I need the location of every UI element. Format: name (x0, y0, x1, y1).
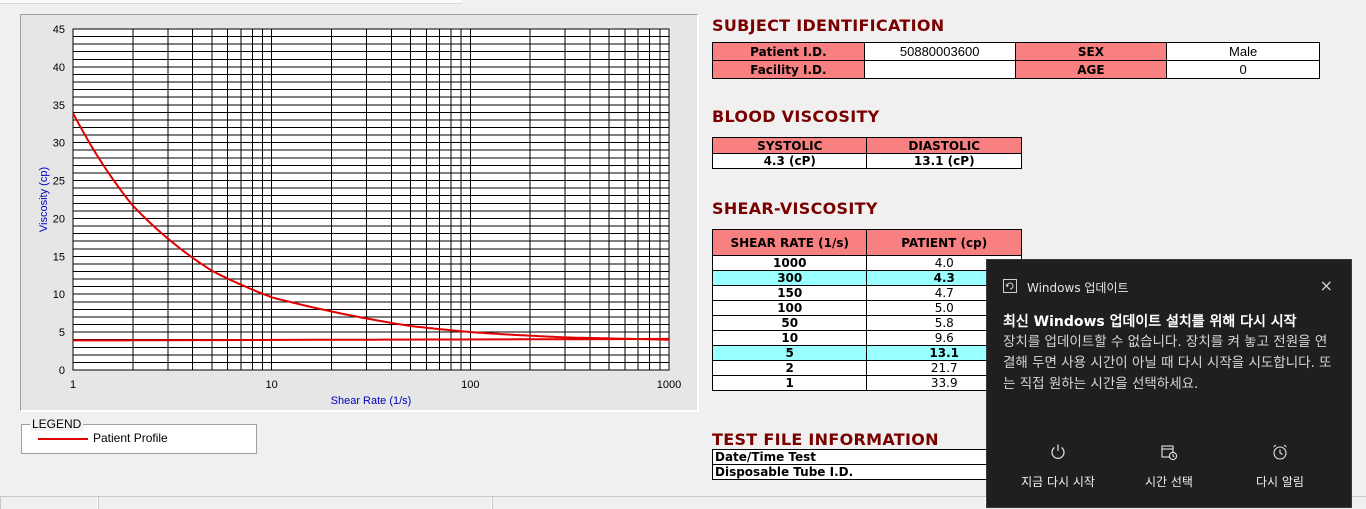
shear-viscosity-title: SHEAR-VISCOSITY (712, 199, 878, 218)
x-tick-label: 1 (70, 379, 76, 391)
patient-cp-cell: 33.9 (866, 375, 1022, 391)
table-row: 2 21.7 (711, 360, 1022, 376)
x-tick-label: 100 (461, 379, 479, 391)
patient-cp-cell: 4.0 (866, 255, 1022, 271)
legend-line-swatch (38, 438, 88, 440)
close-icon[interactable]: × (1319, 276, 1333, 295)
subject-table: Patient I.D. 50880003600 SEX Male Facili… (712, 42, 1320, 79)
x-axis-label: Shear Rate (1/s) (331, 395, 412, 407)
patient-profile-line (72, 112, 670, 341)
pick-time-label: 시간 선택 (1145, 475, 1193, 489)
shear-rate-cell: 100 (711, 300, 868, 316)
table-row: 150 4.7 (711, 285, 1022, 301)
diastolic-value: 13.1 (cP) (866, 153, 1022, 169)
shear-rate-cell: 10 (711, 330, 868, 346)
y-tick-label: 35 (53, 100, 65, 112)
shear-rate-cell: 50 (711, 315, 868, 331)
diastolic-label: DIASTOLIC (866, 137, 1022, 154)
y-tick-label: 25 (53, 176, 65, 188)
y-axis-label: Viscosity (cp) (38, 167, 50, 232)
status-bar-segment (0, 497, 98, 509)
status-bar-segment (98, 497, 492, 509)
patient-cp-cell: 13.1 (866, 345, 1022, 361)
y-tick-label: 30 (53, 138, 65, 150)
restart-now-label: 지금 다시 시작 (1021, 475, 1095, 489)
y-tick-label: 40 (53, 62, 65, 74)
table-row: 1000 4.0 (711, 255, 1022, 271)
sex-label: SEX (1014, 42, 1168, 61)
legend-item-patient-profile: Patient Profile (93, 431, 168, 445)
systolic-label: SYSTOLIC (711, 137, 868, 154)
remind-later-button[interactable]: 다시 알림 (1230, 436, 1330, 496)
table-row: 1 33.9 (711, 375, 1022, 391)
shear-rate-cell: 300 (711, 270, 868, 286)
shear-rate-header: SHEAR RATE (1/s) (711, 229, 868, 256)
remind-later-label: 다시 알림 (1256, 475, 1304, 489)
facility-id-value (863, 60, 1016, 79)
table-row: 100 5.0 (711, 300, 1022, 316)
sex-value: Male (1166, 42, 1320, 61)
patient-cp-header: PATIENT (cp) (866, 229, 1022, 256)
blood-viscosity-table: SYSTOLIC DIASTOLIC 4.3 (cP) 13.1 (cP) (711, 137, 1022, 169)
viscosity-chart: 0 5 10 15 20 25 30 35 40 45 1 10 100 1000 Shear Rate (… (38, 24, 681, 407)
y-tick-label: 15 (53, 251, 65, 263)
patient-cp-cell: 5.0 (866, 300, 1022, 316)
patient-cp-cell: 5.8 (866, 315, 1022, 331)
shear-rate-cell: 1000 (711, 255, 868, 271)
calendar-clock-icon (1161, 445, 1178, 461)
table-row: 5 13.1 (711, 345, 1022, 361)
test-file-information-title: TEST FILE INFORMATION (712, 430, 939, 449)
shear-rate-cell: 5 (711, 345, 868, 361)
age-label: AGE (1014, 60, 1168, 79)
top-divider (0, 0, 462, 4)
reference-line (73, 337, 670, 342)
y-tick-label: 20 (53, 213, 65, 225)
status-bar-segment (492, 497, 986, 509)
windows-update-icon (1003, 279, 1017, 293)
shear-rate-cell: 150 (711, 285, 868, 301)
test-file-table: Date/Time Test Disposable Tube I.D. (712, 449, 1012, 480)
viscosity-chart-panel: 0 5 10 15 20 25 30 35 40 45 1 10 100 1000 Shear Rate (… (20, 14, 699, 412)
facility-id-label: Facility I.D. (712, 60, 865, 79)
patient-cp-cell: 9.6 (866, 330, 1022, 346)
legend-title: LEGEND (30, 417, 84, 431)
notification-title: 최신 Windows 업데이트 설치를 위해 다시 시작 (1003, 314, 1297, 330)
notification-app-name: Windows 업데이트 (1027, 281, 1129, 295)
windows-update-notification: Windows 업데이트 × 최신 Windows 업데이트 설치를 위해 다시… (986, 259, 1352, 508)
shear-viscosity-table: SHEAR RATE (1/s) PATIENT (cp) 1000 4.0 30… (711, 229, 1022, 391)
blood-viscosity-title: BLOOD VISCOSITY (712, 107, 880, 126)
legend-box: LEGEND Patient Profile (21, 417, 257, 454)
y-tick-label: 45 (53, 24, 65, 36)
power-icon (1051, 444, 1065, 459)
patient-id-value: 50880003600 (863, 42, 1016, 61)
alarm-clock-icon (1273, 444, 1287, 460)
shear-rate-cell: 1 (711, 375, 868, 391)
table-row: 50 5.8 (711, 315, 1022, 331)
x-tick-label: 10 (266, 379, 278, 391)
y-tick-label: 5 (59, 327, 65, 339)
table-row: 10 9.6 (711, 330, 1022, 346)
subject-identification-title: SUBJECT IDENTIFICATION (712, 16, 945, 35)
pick-time-button[interactable]: 시간 선택 (1119, 436, 1219, 496)
y-tick-label: 10 (53, 289, 65, 301)
plot-border (72, 28, 670, 371)
age-value: 0 (1166, 60, 1320, 79)
date-time-test-label: Date/Time Test (712, 449, 1012, 465)
patient-cp-cell: 4.3 (866, 270, 1022, 286)
patient-id-label: Patient I.D. (712, 42, 865, 61)
notification-body: 장치를 업데이트할 수 없습니다. 장치를 켜 놓고 전원을 연결해 두면 사용… (1003, 334, 1332, 392)
systolic-value: 4.3 (cP) (711, 153, 868, 169)
y-tick-label: 0 (59, 365, 65, 377)
restart-now-button[interactable]: 지금 다시 시작 (1008, 436, 1108, 496)
shear-rate-cell: 2 (711, 360, 868, 376)
table-row: 300 4.3 (711, 270, 1022, 286)
x-tick-label: 1000 (657, 379, 681, 391)
disposable-tube-id-label: Disposable Tube I.D. (712, 464, 1012, 480)
plot-area (73, 29, 669, 370)
